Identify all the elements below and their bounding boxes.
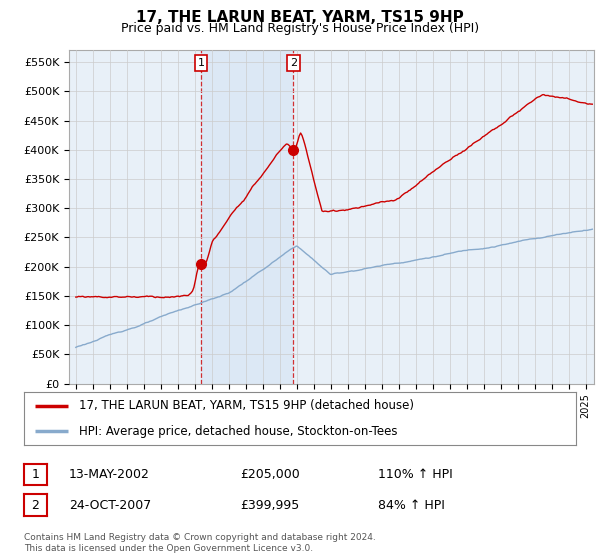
Text: 1: 1 bbox=[197, 58, 205, 68]
Text: £399,995: £399,995 bbox=[240, 498, 299, 512]
Text: Price paid vs. HM Land Registry's House Price Index (HPI): Price paid vs. HM Land Registry's House … bbox=[121, 22, 479, 35]
Bar bbox=[201, 50, 293, 384]
Text: 110% ↑ HPI: 110% ↑ HPI bbox=[378, 468, 453, 481]
Text: Contains HM Land Registry data © Crown copyright and database right 2024.
This d: Contains HM Land Registry data © Crown c… bbox=[24, 533, 376, 553]
Text: £205,000: £205,000 bbox=[240, 468, 300, 481]
Text: 24-OCT-2007: 24-OCT-2007 bbox=[69, 498, 151, 512]
Text: 84% ↑ HPI: 84% ↑ HPI bbox=[378, 498, 445, 512]
Text: 1: 1 bbox=[31, 468, 40, 481]
Text: 17, THE LARUN BEAT, YARM, TS15 9HP (detached house): 17, THE LARUN BEAT, YARM, TS15 9HP (deta… bbox=[79, 399, 414, 412]
Text: 13-MAY-2002: 13-MAY-2002 bbox=[69, 468, 150, 481]
Text: HPI: Average price, detached house, Stockton-on-Tees: HPI: Average price, detached house, Stoc… bbox=[79, 425, 398, 438]
Text: 2: 2 bbox=[31, 498, 40, 512]
Text: 2: 2 bbox=[290, 58, 297, 68]
Text: 17, THE LARUN BEAT, YARM, TS15 9HP: 17, THE LARUN BEAT, YARM, TS15 9HP bbox=[136, 10, 464, 25]
